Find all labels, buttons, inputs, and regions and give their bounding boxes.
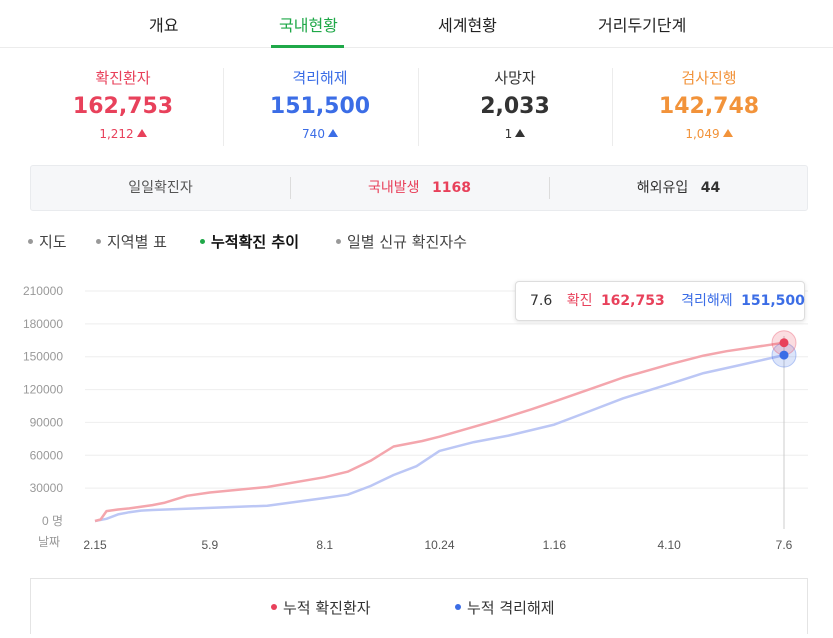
tooltip-date: 7.6 — [530, 293, 553, 309]
subnav-region-table-label: 지역별 표 — [107, 233, 167, 251]
daily-summary: 일일확진자 국내발생 1168 해외유입 44 — [30, 165, 808, 211]
active-tab-indicator — [271, 45, 344, 48]
stat-testing-delta: 1,049 — [612, 124, 806, 144]
subnav-cumulative-trend[interactable]: 누적확진 추이 — [200, 231, 299, 252]
tab-world[interactable]: 세계현황 — [438, 16, 497, 35]
stat-released-delta: 740 — [223, 124, 417, 144]
stat-divider — [418, 68, 419, 146]
released-series-line — [94, 353, 785, 523]
domestic-cases: 국내발생 1168 — [290, 166, 549, 210]
stat-released-delta-value: 740 — [302, 127, 325, 141]
overseas-value: 44 — [700, 180, 721, 196]
cumulative-chart: 0 명 30000 60000 90000 120000 150000 180000 2100… — [23, 284, 808, 552]
x-axis-label: 날짜 — [38, 535, 60, 549]
stat-testing-value: 142,748 — [658, 94, 760, 119]
x-tick-label: 8.1 — [316, 538, 333, 552]
y-tick-label: 30000 — [30, 481, 64, 495]
daily-confirmed-label: 일일확진자 — [128, 180, 193, 196]
chart-legend: 누적 확진환자 누적 격리해제 — [30, 578, 808, 634]
released-last-point — [779, 350, 789, 360]
x-tick-label: 10.24 — [424, 538, 454, 552]
bullet-icon — [96, 239, 101, 244]
tab-distancing[interactable]: 거리두기단계 — [598, 16, 687, 35]
subnav-cumulative-trend-label: 누적확진 추이 — [211, 233, 300, 251]
blue-dot-icon — [455, 604, 461, 610]
legend-confirmed[interactable]: 누적 확진환자 — [271, 597, 371, 618]
y-tick-label: 180000 — [23, 317, 63, 331]
stat-confirmed-label: 확진환자 — [95, 69, 151, 87]
stat-testing-label: 검사진행 — [681, 69, 737, 87]
y-tick-label: 90000 — [30, 415, 64, 429]
bullet-icon — [28, 239, 33, 244]
overseas-cases: 해외유입 44 — [549, 166, 808, 210]
stat-deaths-delta-value: 1 — [504, 127, 513, 141]
stat-deaths-value: 2,033 — [480, 94, 550, 119]
stat-testing: 검사진행 142,748 1,049 — [612, 66, 806, 144]
stat-confirmed: 확진환자 162,753 1,212 — [26, 66, 220, 144]
stat-released: 격리해제 151,500 740 — [223, 66, 417, 144]
stat-deaths-delta: 1 — [418, 124, 612, 144]
x-tick-label: 4.10 — [657, 538, 681, 552]
summary-divider — [290, 177, 291, 199]
bullet-icon — [200, 239, 205, 244]
stat-testing-delta-value: 1,049 — [685, 127, 720, 141]
x-tick-label: 5.9 — [201, 538, 218, 552]
subnav-map-label: 지도 — [39, 233, 67, 251]
top-tabs: 개요 국내현황 세계현황 거리두기단계 — [0, 0, 833, 48]
legend-confirmed-label: 누적 확진환자 — [283, 599, 371, 617]
legend-released-label: 누적 격리해제 — [467, 599, 555, 617]
confirmed-series-line — [94, 341, 785, 523]
tooltip-released-value: 151,500 — [741, 293, 805, 309]
domestic-label: 국내발생 — [368, 180, 420, 196]
stat-released-value: 151,500 — [269, 94, 371, 119]
stat-deaths: 사망자 2,033 1 — [418, 66, 612, 144]
stat-confirmed-value: 162,753 — [72, 94, 174, 119]
up-arrow-icon — [136, 129, 147, 137]
y-tick-label: 60000 — [30, 448, 64, 462]
stat-released-label: 격리해제 — [292, 69, 348, 87]
stat-deaths-label: 사망자 — [494, 69, 536, 87]
overseas-label: 해외유입 — [636, 180, 689, 196]
red-dot-icon — [271, 604, 277, 610]
x-tick-label: 1.16 — [543, 538, 567, 552]
y-tick-label: 150000 — [23, 350, 63, 364]
up-arrow-icon — [722, 129, 733, 137]
y-tick-label: 0 명 — [42, 514, 63, 528]
tooltip-released-label: 격리해제 — [681, 293, 733, 309]
subnav-map[interactable]: 지도 — [28, 231, 67, 252]
subnav-daily-new[interactable]: 일별 신규 확진자수 — [336, 231, 467, 252]
x-tick-label: 7.6 — [776, 538, 793, 552]
subnav-daily-new-label: 일별 신규 확진자수 — [347, 233, 467, 251]
tab-domestic[interactable]: 국내현황 — [279, 16, 338, 35]
up-arrow-icon — [327, 129, 338, 137]
summary-divider — [549, 177, 550, 199]
y-tick-label: 120000 — [23, 383, 63, 397]
stat-confirmed-delta: 1,212 — [26, 124, 220, 144]
stat-confirmed-delta-value: 1,212 — [99, 127, 134, 141]
bullet-icon — [336, 239, 341, 244]
stat-divider — [223, 68, 224, 146]
tooltip-confirmed-value: 162,753 — [600, 293, 665, 309]
domestic-value: 1168 — [432, 180, 471, 196]
up-arrow-icon — [515, 129, 526, 137]
y-tick-label: 210000 — [23, 284, 63, 298]
subnav-region-table[interactable]: 지역별 표 — [96, 231, 167, 252]
confirmed-last-point — [779, 338, 789, 348]
tooltip-confirmed-label: 확진 — [566, 293, 593, 309]
stat-divider — [612, 68, 613, 146]
legend-released[interactable]: 누적 격리해제 — [455, 597, 555, 618]
chart-tooltip: 7.6 확진 162,753 격리해제 151,500 — [515, 281, 805, 321]
tab-overview[interactable]: 개요 — [149, 16, 179, 35]
x-tick-label: 2.15 — [83, 538, 107, 552]
